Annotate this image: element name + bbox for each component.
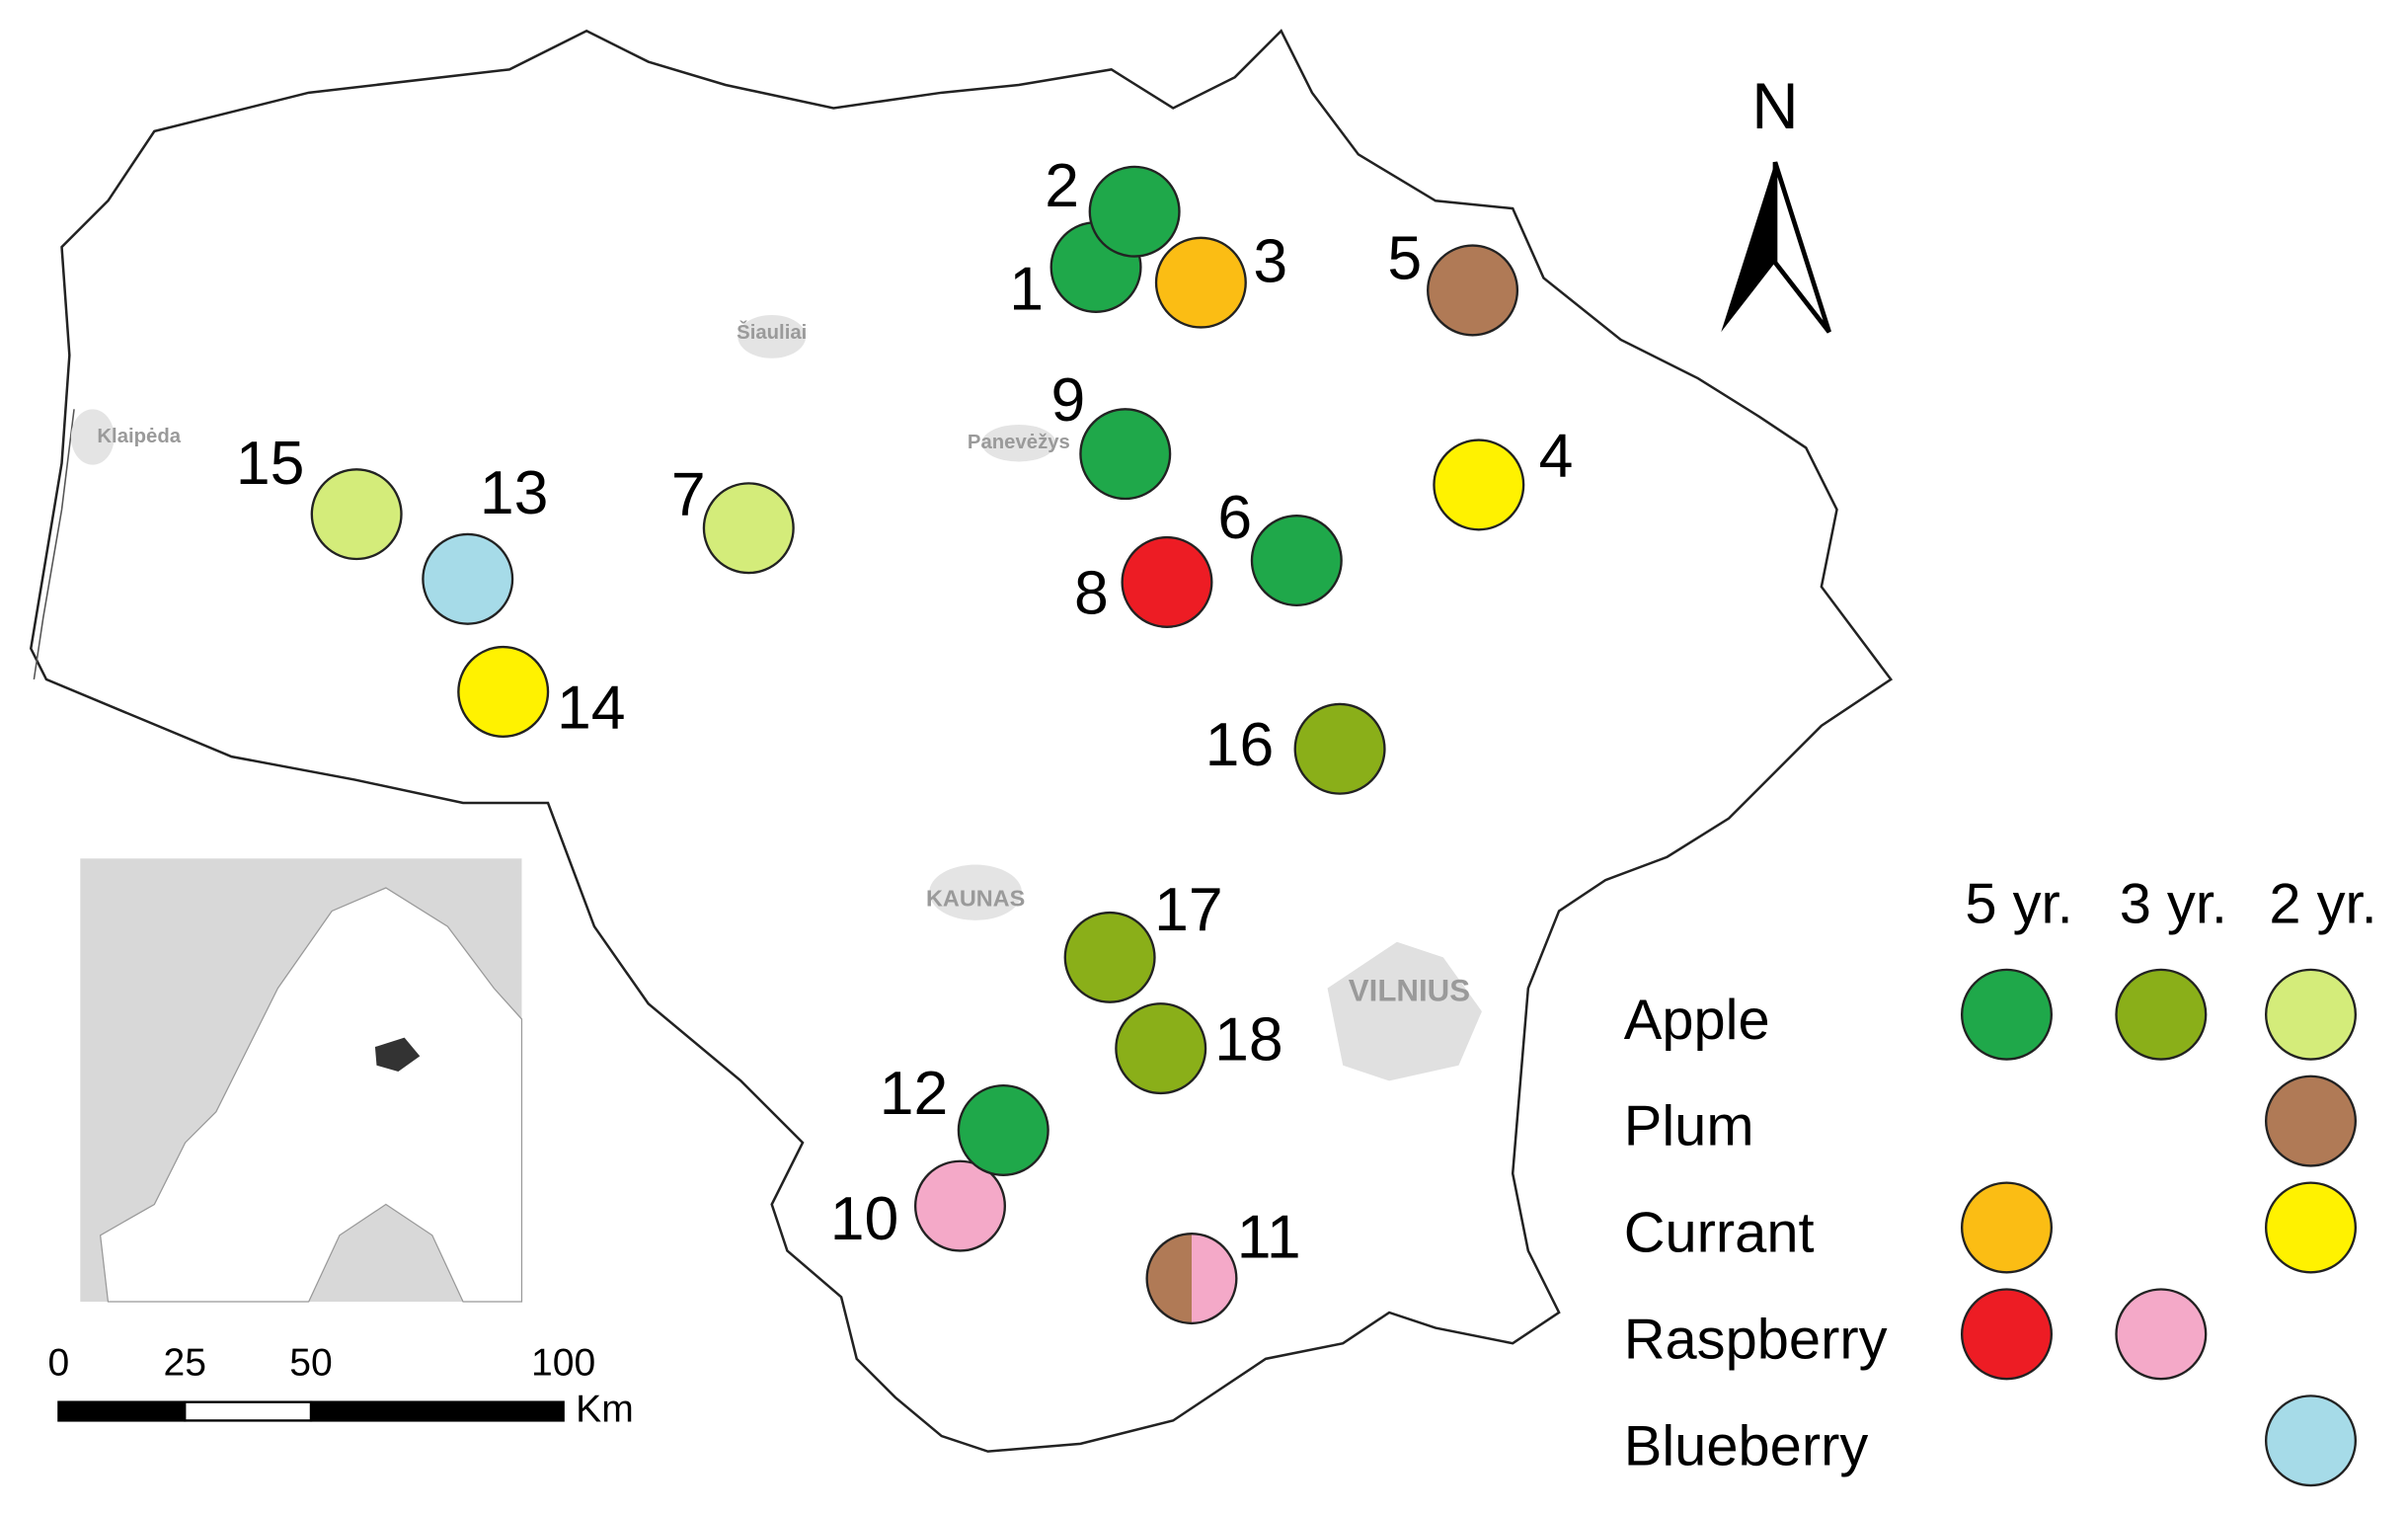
site-label: 11 <box>1237 1203 1301 1272</box>
city-label: Šiauliai <box>737 320 807 344</box>
site-label: 7 <box>671 460 706 529</box>
site-marker <box>310 468 403 561</box>
legend-swatch <box>2264 1181 2358 1274</box>
scale-tick-label: 0 <box>48 1341 70 1384</box>
north-label: N <box>1751 70 1798 142</box>
city-label: VILNIUS <box>1349 974 1470 1008</box>
site-label: 18 <box>1214 1004 1283 1074</box>
scale-unit: Km <box>576 1388 634 1430</box>
legend-row-label: Plum <box>1624 1095 1754 1158</box>
site-label: 16 <box>1205 710 1275 779</box>
site-label: 1 <box>1009 255 1044 324</box>
legend-column-header: 3 yr. <box>2120 873 2227 936</box>
legend-column-header: 2 yr. <box>2269 873 2376 936</box>
site-label: 12 <box>880 1059 949 1128</box>
site-marker <box>1088 165 1181 258</box>
legend: 5 yr. 3 yr. 2 yr. Apple Plum Currant Raspberry… <box>1624 873 2377 1487</box>
legend-swatch <box>2115 1288 2208 1381</box>
legend-swatch <box>2115 968 2208 1061</box>
legend-row-label: Blueberry <box>1624 1414 1869 1477</box>
site-marker <box>702 482 795 575</box>
site-marker <box>1115 1002 1207 1095</box>
site-label: 8 <box>1074 559 1109 628</box>
site-marker <box>457 645 550 738</box>
site-marker <box>1250 515 1343 607</box>
site-label: 15 <box>236 429 305 498</box>
city-area <box>1327 941 1482 1081</box>
site-marker <box>1293 702 1386 795</box>
site-marker <box>1433 438 1525 531</box>
city-label: KAUNAS <box>926 886 1025 912</box>
legend-swatch <box>2264 1394 2358 1487</box>
site-marker-outline <box>1145 1233 1238 1325</box>
scale-tick-label: 50 <box>289 1341 332 1384</box>
legend-swatch <box>2264 968 2358 1061</box>
legend-row-label: Raspberry <box>1624 1309 1888 1372</box>
site-marker-half <box>1146 1234 1192 1323</box>
city-area <box>70 409 115 465</box>
site-marker <box>1079 408 1172 501</box>
legend-row-label: Apple <box>1624 989 1770 1052</box>
site-label: 9 <box>1051 365 1086 435</box>
city-area <box>738 314 807 359</box>
scale-segment <box>309 1400 565 1422</box>
city-label: Panevėžys <box>968 432 1070 453</box>
north-arrow <box>1772 161 1831 334</box>
legend-swatch <box>1960 1288 2054 1381</box>
site-marker <box>1154 236 1247 329</box>
country-outline <box>29 29 1894 1453</box>
site-label: 13 <box>480 458 549 527</box>
site-label: 5 <box>1387 223 1422 292</box>
legend-row-label: Currant <box>1624 1202 1815 1265</box>
site-label: 2 <box>1045 151 1079 220</box>
sites: Šiauliai Klaipėda Panevėžys KAUNAS VILNIUS 12… <box>97 151 1574 1325</box>
scale-segment <box>184 1400 313 1422</box>
legend-swatch <box>1960 1181 2054 1274</box>
city-label: Klaipėda <box>97 426 181 447</box>
site-label: 4 <box>1539 421 1574 490</box>
site-label: 10 <box>830 1184 899 1253</box>
legend-swatch <box>2264 1075 2358 1167</box>
legend-column-header: 5 yr. <box>1965 873 2072 936</box>
inset-land <box>99 887 523 1303</box>
site-marker <box>957 1083 1049 1176</box>
inset-lithuania <box>374 1037 421 1073</box>
north-arrow <box>1721 162 1775 333</box>
city-area <box>929 864 1023 920</box>
site-label: 14 <box>557 673 626 742</box>
site-marker <box>1427 244 1519 337</box>
site-marker <box>1063 911 1156 1003</box>
scale-tick-label: 100 <box>531 1341 595 1384</box>
scale-tick-label: 25 <box>163 1341 205 1384</box>
site-label: 3 <box>1253 226 1287 295</box>
city-area <box>981 424 1056 462</box>
site-marker <box>913 1159 1006 1252</box>
site-marker <box>422 532 514 625</box>
legend-swatch <box>1960 968 2054 1061</box>
scale-segment <box>57 1400 187 1422</box>
site-marker <box>1121 535 1213 628</box>
curonian-spit <box>33 409 75 680</box>
site-label: 17 <box>1154 875 1223 944</box>
site-marker-half <box>1191 1234 1237 1323</box>
site-label: 6 <box>1217 483 1252 552</box>
